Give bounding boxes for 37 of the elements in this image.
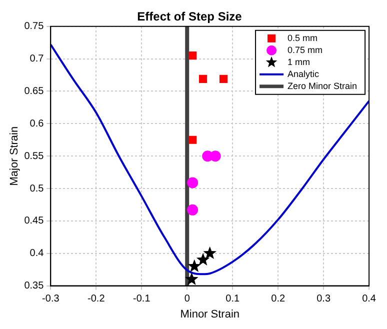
- y-tick-label: 0.7: [30, 54, 44, 65]
- point: [187, 204, 198, 216]
- y-tick-label: 0.5: [30, 183, 44, 194]
- point: [203, 246, 217, 260]
- y-tick-label: 0.6: [30, 118, 44, 130]
- point: [199, 74, 208, 83]
- y-tick-label: 0.35: [24, 280, 44, 292]
- y-tick-label: 0.65: [24, 86, 44, 97]
- point: [187, 177, 198, 188]
- point: [188, 259, 202, 272]
- legend-label: Zero Minor Strain: [288, 80, 358, 91]
- legend-label: Analytic: [288, 68, 320, 79]
- point: [188, 52, 197, 60]
- legend-label: 1 mm: [288, 56, 310, 67]
- x-tick-label: 0.3: [316, 294, 331, 305]
- legend-label: 0.5 mm: [288, 32, 318, 43]
- y-tick-label: 0.75: [24, 21, 44, 32]
- y-axis-title: Major Strain: [8, 126, 21, 186]
- point: [188, 136, 197, 144]
- point: [185, 272, 198, 285]
- x-tick-label: 0: [184, 294, 190, 305]
- point: [196, 252, 210, 266]
- x-tick-label: -0.2: [88, 294, 106, 305]
- x-tick-label: -0.1: [133, 294, 151, 305]
- line-series: [50, 44, 370, 276]
- x-tick-label: 0.4: [362, 294, 376, 305]
- legend-label: 0.75 mm: [288, 44, 323, 55]
- y-tick-label: 0.55: [24, 150, 44, 162]
- x-tick-label: 0.1: [226, 294, 240, 305]
- x-axis-title: Minor Strain: [180, 308, 240, 320]
- point: [210, 150, 221, 162]
- chart-title: Effect of Step Size: [137, 10, 242, 24]
- x-tick-label: -0.3: [42, 294, 60, 305]
- point: [219, 74, 228, 83]
- x-tick-label: 0.2: [271, 294, 286, 305]
- y-tick-label: 0.45: [24, 216, 44, 227]
- y-tick-label: 0.4: [30, 248, 44, 260]
